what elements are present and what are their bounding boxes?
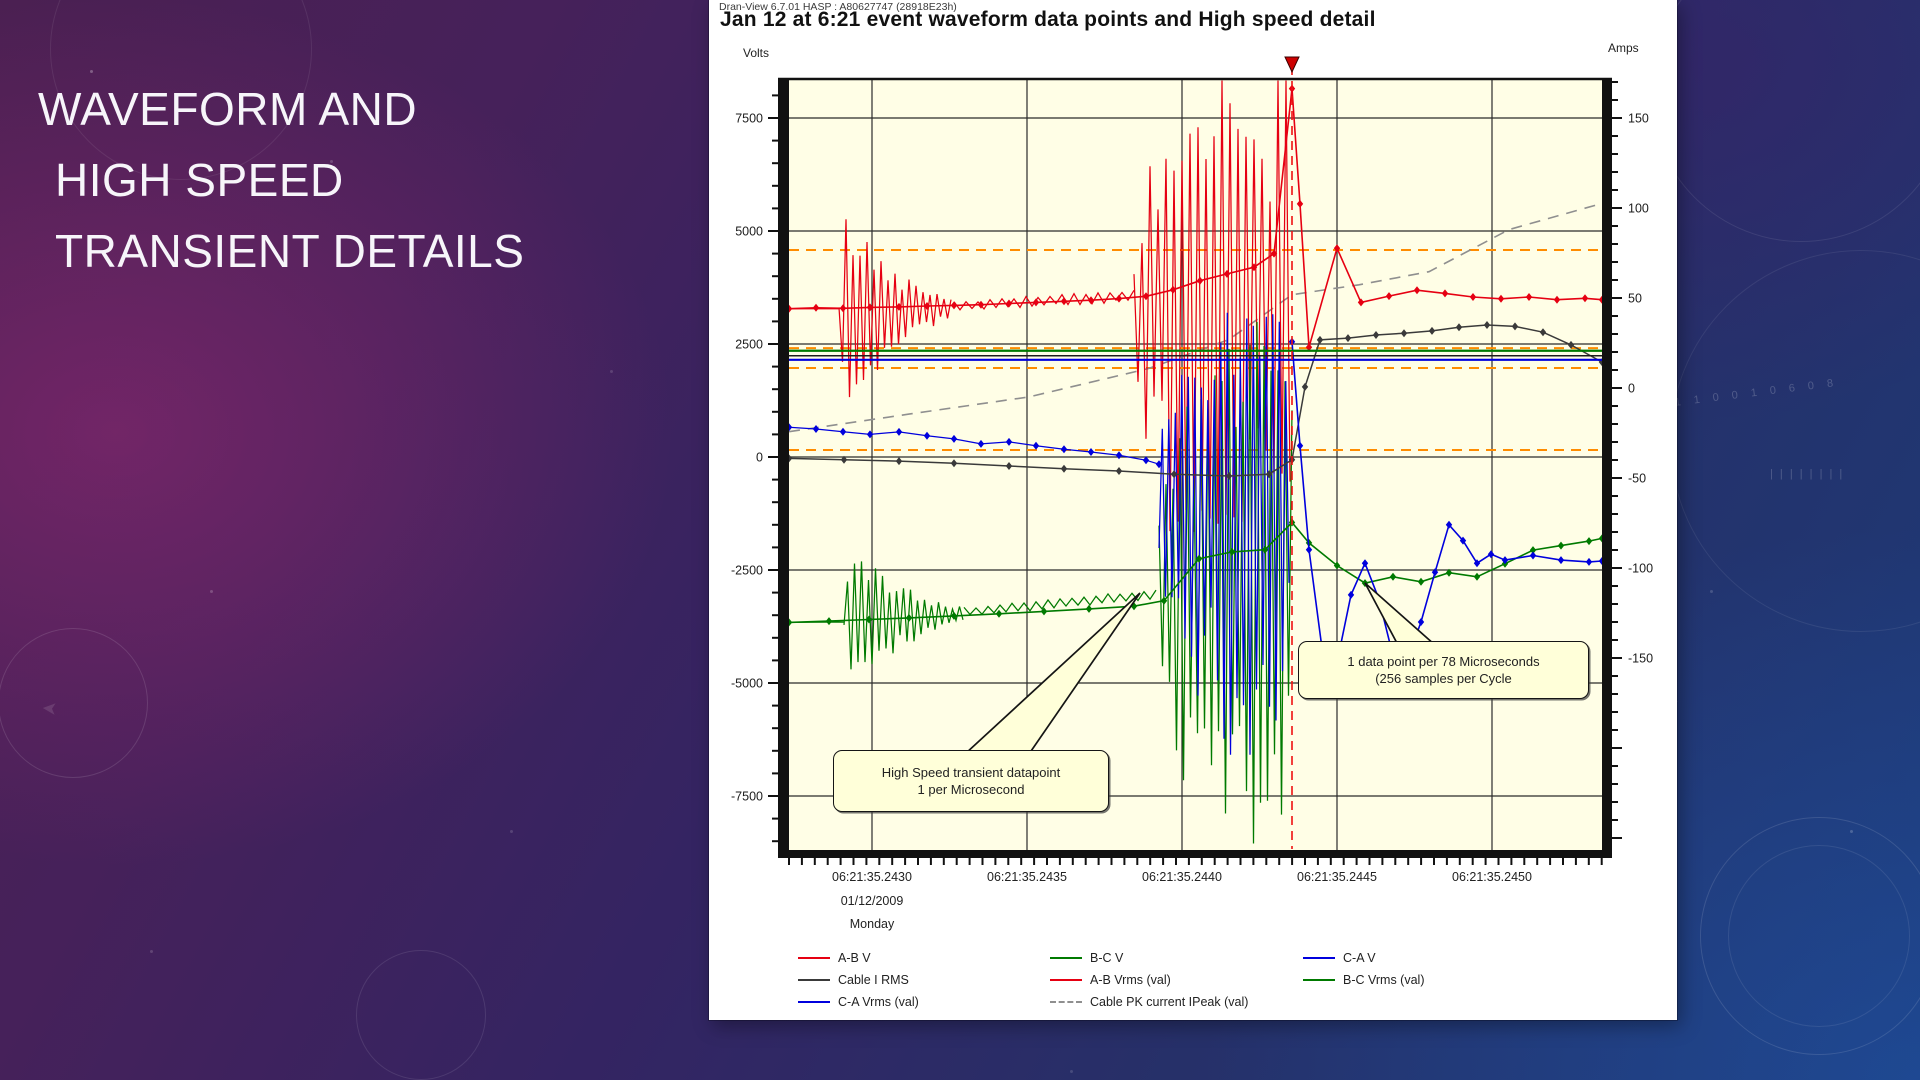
- legend-item-cable-i-rms: Cable I RMS: [798, 972, 909, 988]
- legend-swatch: [1303, 979, 1335, 981]
- axis-tick-label: -2500: [731, 564, 763, 578]
- waveform-chart: 7500 5000 2500 0 -2500 -5000 -7500 150 100 50 0 -50…: [731, 56, 1653, 865]
- slide-title: WAVEFORM AND HIGH SPEED TRANSIENT DETAIL…: [38, 74, 524, 287]
- app-version-header: Dran-View 6.7.01 HASP : A80627747 (28918…: [719, 1, 957, 13]
- legend-swatch: [1050, 1001, 1082, 1003]
- legend-swatch: [1050, 957, 1082, 959]
- axis-tick-label: -7500: [731, 790, 763, 804]
- axis-tick-label: 5000: [735, 225, 763, 239]
- axis-tick-label: 2500: [735, 338, 763, 352]
- slide-title-line-1: WAVEFORM AND: [38, 83, 418, 135]
- axis-tick-label: -5000: [731, 677, 763, 691]
- legend-label: Cable I RMS: [838, 973, 909, 987]
- series-cable-i-rms: [785, 321, 1606, 480]
- annotation-data-point-rate: 1 data point per 78 Microseconds (256 sa…: [1298, 641, 1589, 699]
- axis-tick-label: 100: [1628, 202, 1649, 216]
- legend-swatch: [798, 979, 830, 981]
- axis-tick-label: 7500: [735, 112, 763, 126]
- legend-label: Cable PK current IPeak (val): [1090, 995, 1249, 1009]
- decorative-ring: [0, 628, 148, 778]
- axis-tick-label: -50: [1628, 472, 1646, 486]
- legend-item-a-b-v: A-B V: [798, 950, 871, 966]
- legend-label: A-B Vrms (val): [1090, 973, 1171, 987]
- legend-label: A-B V: [838, 951, 871, 965]
- legend-swatch: [1303, 957, 1335, 959]
- legend-swatch: [798, 957, 830, 959]
- legend-label: C-A V: [1343, 951, 1376, 965]
- axis-tick-label: 50: [1628, 292, 1642, 306]
- decorative-hash: | | | | | | | |: [1770, 468, 1845, 480]
- left-axis-unit-label: Volts: [743, 46, 770, 60]
- series-ca-v-waveform: [785, 312, 1290, 755]
- legend-item-b-c-v: B-C V: [1050, 950, 1123, 966]
- annotation-high-speed-datapoint: High Speed transient datapoint 1 per Mic…: [833, 750, 1109, 812]
- series-bc-vrms-val: [785, 518, 1606, 627]
- x-date-label: 01/12/2009: [840, 894, 904, 908]
- legend-item-b-c-vrms-val-: B-C Vrms (val): [1303, 972, 1424, 988]
- x-tick-label: 06:21:35.2430: [832, 870, 912, 884]
- annotation-line: 1 per Microsecond: [917, 782, 1025, 797]
- legend-item-cable-pk-current-ipeak-val-: Cable PK current IPeak (val): [1050, 994, 1248, 1010]
- decorative-ring: [1650, 0, 1920, 242]
- axis-tick-label: 0: [756, 451, 763, 465]
- slide-title-line-2: HIGH SPEED: [55, 154, 344, 206]
- axis-tick-label: 150: [1628, 112, 1649, 126]
- decorative-ring: [1700, 817, 1920, 1055]
- x-tick-label: 06:21:35.2440: [1142, 870, 1222, 884]
- decorative-specks: [90, 70, 93, 73]
- left-axis-bar: [778, 79, 789, 850]
- right-axis-bar: [1602, 79, 1612, 850]
- legend-swatch: [798, 1001, 830, 1003]
- event-cursor-triangle-icon: [1284, 56, 1300, 74]
- axis-tick-label: 0: [1628, 382, 1635, 396]
- axis-tick-label: -100: [1628, 562, 1653, 576]
- right-axis-unit-label: Amps: [1608, 41, 1639, 55]
- legend-label: B-C Vrms (val): [1343, 973, 1425, 987]
- legend-label: B-C V: [1090, 951, 1124, 965]
- series-ab-vrms-val: [785, 84, 1606, 352]
- decorative-ring: [1728, 845, 1910, 1027]
- decorative-ring: [1670, 250, 1920, 632]
- legend-item-a-b-vrms-val-: A-B Vrms (val): [1050, 972, 1171, 988]
- series-ipeak-gray-dashed: [788, 202, 1603, 433]
- legend-item-c-a-vrms-val-: C-A Vrms (val): [798, 994, 919, 1010]
- annotation-line: (256 samples per Cycle: [1375, 671, 1512, 686]
- x-tick-label: 06:21:35.2435: [987, 870, 1067, 884]
- legend-item-c-a-v: C-A V: [1303, 950, 1376, 966]
- legend-swatch: [1050, 979, 1082, 981]
- annotation-line: 1 data point per 78 Microseconds: [1347, 654, 1540, 669]
- chart-panel: 7500 5000 2500 0 -2500 -5000 -7500 150 100 50 0 -50…: [709, 0, 1677, 1020]
- x-tick-label: 06:21:35.2445: [1297, 870, 1377, 884]
- decorative-arrow: ➤: [41, 698, 58, 720]
- legend-label: C-A Vrms (val): [838, 995, 919, 1009]
- slide-title-line-3: TRANSIENT DETAILS: [55, 225, 525, 277]
- chart-title: Jan 12 at 6:21 event waveform data point…: [720, 8, 1376, 31]
- annotation-line: High Speed transient datapoint: [881, 765, 1061, 780]
- bottom-axis-bar: [778, 850, 1612, 858]
- decorative-ring: [356, 950, 486, 1080]
- axis-tick-label: -150: [1628, 652, 1653, 666]
- x-tick-label: 06:21:35.2450: [1452, 870, 1532, 884]
- x-day-label: Monday: [849, 917, 895, 931]
